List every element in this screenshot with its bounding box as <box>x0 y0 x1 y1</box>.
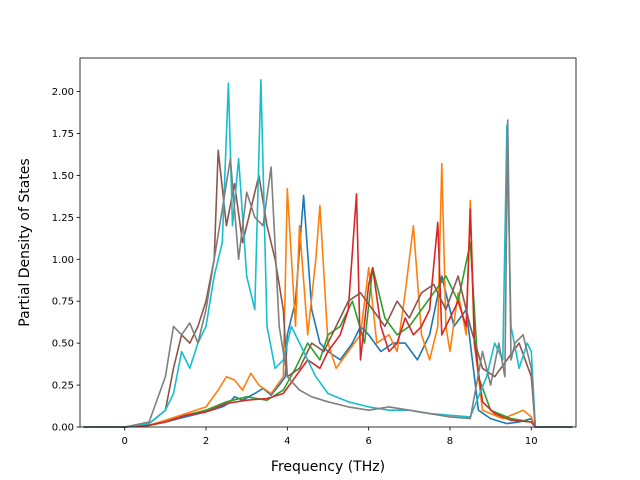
x-axis-ticks: 0 2 4 6 8 10 <box>122 427 538 447</box>
x-tick-label: 4 <box>284 436 290 447</box>
y-tick-label: 0.75 <box>52 297 74 308</box>
y-tick-label: 0.50 <box>52 339 74 350</box>
y-tick-label: 0.00 <box>52 423 74 434</box>
y-tick-label: 1.25 <box>52 213 74 224</box>
y-tick-label: 0.25 <box>52 381 74 392</box>
x-tick-label: 8 <box>447 436 453 447</box>
y-axis-label: Partial Density of States <box>17 158 33 326</box>
x-tick-label: 6 <box>365 436 371 447</box>
series-line-7 <box>83 119 573 428</box>
y-tick-label: 1.75 <box>52 129 74 140</box>
series-line-4 <box>83 193 573 428</box>
series-line-3 <box>83 241 573 428</box>
plot-frame <box>79 57 577 428</box>
y-tick-label: 1.50 <box>52 171 74 182</box>
x-tick-label: 2 <box>203 436 209 447</box>
x-axis-label: Frequency (THz) <box>271 459 385 475</box>
series-line-5 <box>83 149 573 428</box>
series-line-2 <box>83 162 573 428</box>
x-tick-label: 10 <box>525 436 538 447</box>
series-line-6 <box>83 79 573 428</box>
series-lines <box>83 79 573 428</box>
y-tick-label: 1.00 <box>52 255 74 266</box>
y-axis-ticks: 0.00 0.25 0.50 0.75 1.00 1.25 1.50 1.75 2.00 <box>52 87 80 434</box>
y-tick-label: 2.00 <box>52 87 74 98</box>
x-tick-label: 0 <box>122 436 128 447</box>
